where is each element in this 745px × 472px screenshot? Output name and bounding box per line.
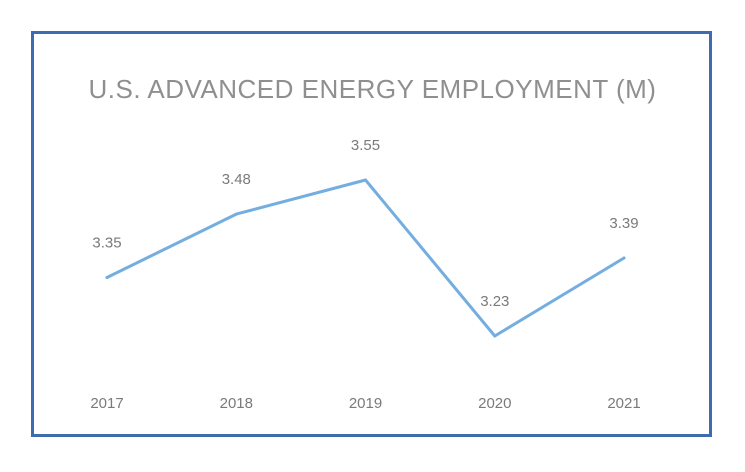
data-point-2019 (364, 178, 367, 182)
data-labels-layer: 3.35 3.48 3.55 3.23 3.39 (92, 137, 638, 310)
x-tick-label-2020: 2020 (478, 395, 511, 412)
x-tick-label-2021: 2021 (607, 395, 640, 412)
x-tick-label-2019: 2019 (349, 395, 382, 412)
data-label-2018: 3.48 (222, 171, 251, 188)
data-point-2017 (105, 276, 109, 279)
chart-frame (31, 31, 712, 437)
x-tick-label-2018: 2018 (220, 395, 253, 412)
data-label-2020: 3.23 (480, 293, 509, 310)
chart-title: U.S. ADVANCED ENERGY EMPLOYMENT (M) (88, 74, 657, 104)
data-point-2020 (493, 334, 497, 338)
series-layer (105, 178, 626, 338)
data-point-2021 (622, 256, 626, 260)
x-axis-tick-labels: 2017 2018 2019 2020 2021 (90, 395, 640, 412)
x-tick-label-2017: 2017 (90, 395, 123, 412)
data-label-2019: 3.55 (351, 137, 380, 154)
data-point-2018 (234, 212, 238, 216)
series-line (105, 178, 626, 338)
data-label-2017: 3.35 (92, 235, 121, 252)
data-label-2021: 3.39 (609, 215, 638, 232)
